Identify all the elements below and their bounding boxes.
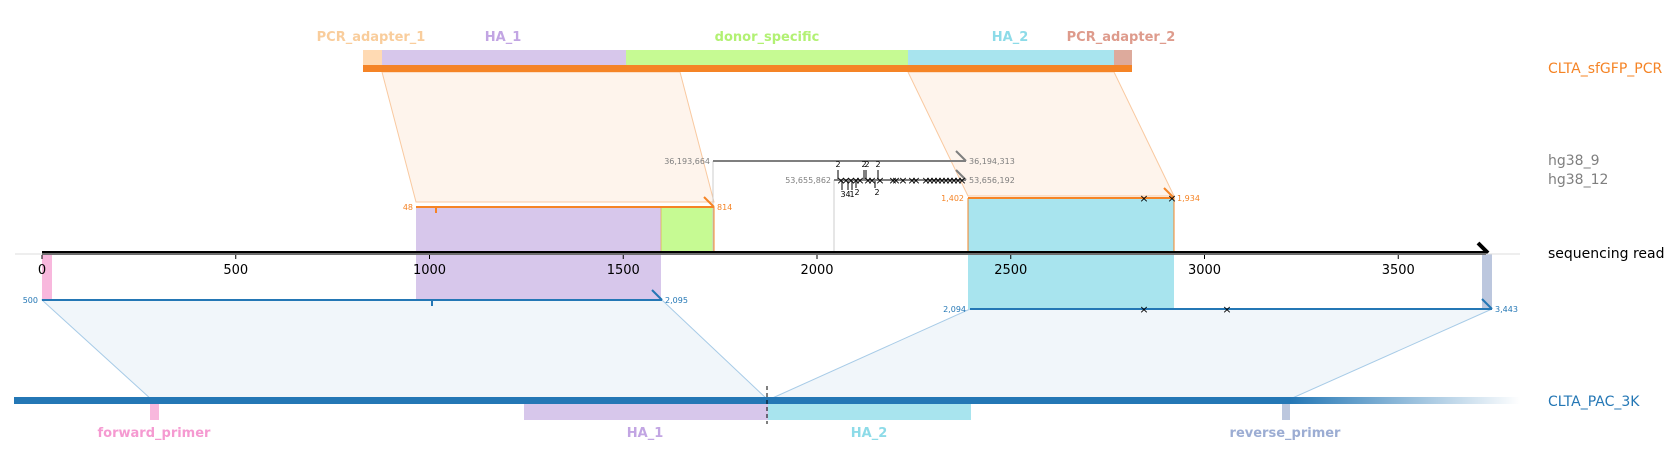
hg12-start: 53,655,862: [785, 176, 831, 185]
track-label-hg12: hg38_12: [1548, 172, 1608, 188]
track-label-read: sequencing read: [1548, 246, 1664, 262]
axis-ticks: 0 500 1000 1500 2000 2500 3000 3500: [38, 255, 1415, 278]
svg-text:×: ×: [929, 174, 938, 187]
svg-text:×: ×: [933, 174, 942, 187]
hg12-end: 53,656,192: [969, 176, 1015, 185]
svg-text:×: ×: [841, 174, 850, 187]
svg-text:×: ×: [953, 174, 962, 187]
feature-label-forward-primer: forward_primer: [98, 426, 212, 441]
insertion-count: 2: [875, 160, 880, 169]
ha1-top-block: [382, 50, 626, 66]
pac-a-start: 500: [23, 296, 38, 305]
track-label-pcr: CLTA_sfGFP_PCR: [1548, 61, 1662, 77]
svg-text:×: ×: [911, 174, 920, 187]
deletion-count: 3: [840, 190, 845, 199]
pac-alignment-b: [970, 298, 1493, 310]
axis-tick-label: 1500: [607, 263, 640, 278]
deletion-count: 2: [854, 188, 859, 197]
svg-text:×: ×: [851, 174, 860, 187]
track-label-pac: CLTA_PAC_3K: [1548, 394, 1640, 410]
pcr-a-start: 48: [403, 203, 413, 212]
pcr-a-end: 814: [717, 203, 732, 212]
axis-tick-label: 3000: [1188, 263, 1221, 278]
feature-label-donor-specific: donor_specific: [715, 30, 820, 45]
hg9-end: 36,194,313: [969, 157, 1015, 166]
svg-text:×: ×: [925, 174, 934, 187]
pac-a-end: 2,095: [665, 296, 688, 305]
pcr-track-line: [363, 65, 1132, 72]
ha2-bottom-block: [768, 404, 971, 420]
insertion-count: 2: [874, 188, 879, 197]
insertion-count: 2: [861, 160, 866, 169]
mismatch-mark: ×: [1222, 303, 1231, 316]
svg-text:×: ×: [898, 174, 907, 187]
insertion-count: 2: [835, 160, 840, 169]
track-label-hg9: hg38_9: [1548, 153, 1599, 169]
svg-text:×: ×: [863, 174, 872, 187]
svg-text:×: ×: [867, 174, 876, 187]
axis-tick-label: 2500: [994, 263, 1027, 278]
hg9-start: 36,193,664: [664, 157, 710, 166]
deletion-count: 4: [845, 190, 850, 199]
svg-text:×: ×: [855, 174, 864, 187]
forward-primer-read-mark: [42, 254, 52, 300]
svg-text:×: ×: [957, 174, 966, 187]
pac-b-end: 3,443: [1495, 305, 1518, 314]
insertion-count: 2: [864, 160, 869, 169]
pcr-adapter-2-block: [1114, 50, 1132, 66]
donor-specific-block: [626, 50, 908, 66]
feature-label-pcr-adapter-1: PCR_adapter_1: [317, 30, 426, 45]
mismatch-mark: ×: [1139, 192, 1148, 205]
svg-text:×: ×: [921, 174, 930, 187]
pac-connector-right: [767, 308, 1493, 401]
feature-label-pcr-adapter-2: PCR_adapter_2: [1067, 30, 1176, 45]
ha2-top-block: [908, 50, 1114, 66]
reverse-primer-read-mark: [1482, 254, 1492, 309]
svg-text:×: ×: [875, 174, 884, 187]
pac-alignment-a: [42, 289, 663, 306]
reverse-primer-block: [1282, 404, 1290, 420]
svg-text:×: ×: [945, 174, 954, 187]
donor-read-highlight: [661, 207, 714, 252]
pcr-features: [363, 50, 1132, 72]
pac-b-start: 2,094: [943, 305, 966, 314]
svg-text:×: ×: [846, 174, 855, 187]
deletion-count: 1: [849, 190, 854, 199]
pcr-connector-left: [381, 71, 715, 203]
svg-text:×: ×: [949, 174, 958, 187]
feature-label-reverse-primer: reverse_primer: [1230, 426, 1342, 441]
pcr-adapter-1-block: [363, 50, 382, 66]
axis-tick-label: 2000: [800, 263, 833, 278]
sequencing-read-arrowhead: [1476, 241, 1490, 255]
pac-track-line: [14, 397, 1290, 404]
pac-track-fade: [1290, 397, 1520, 404]
ha1-bottom-block: [524, 404, 768, 420]
svg-text:×: ×: [941, 174, 950, 187]
axis-tick-label: 1000: [413, 263, 446, 278]
feature-label-ha1-top: HA_1: [485, 30, 522, 45]
pac-connector-left: [40, 299, 770, 401]
svg-text:×: ×: [907, 174, 916, 187]
pcr-b-end: 1,934: [1177, 194, 1200, 203]
feature-label-ha1-bottom: HA_1: [627, 426, 664, 441]
axis-tick-label: 3500: [1382, 263, 1415, 278]
forward-primer-block: [150, 404, 159, 420]
svg-text:×: ×: [937, 174, 946, 187]
svg-text:×: ×: [888, 174, 897, 187]
svg-text:×: ×: [891, 174, 900, 187]
pcr-alignment-a: [416, 196, 715, 252]
hg9-alignment: [713, 150, 967, 162]
mismatch-mark: ×: [1139, 303, 1148, 316]
hg12-alignment: [834, 169, 967, 190]
pcr-alignment-b: [967, 187, 1175, 252]
mismatch-mark: ×: [1167, 192, 1176, 205]
axis-tick-label: 0: [38, 263, 46, 278]
feature-label-ha2-bottom: HA_2: [851, 426, 888, 441]
svg-text:×: ×: [836, 174, 845, 187]
pcr-b-start: 1,402: [941, 194, 964, 203]
axis-tick-label: 500: [223, 263, 248, 278]
hg12-mismatches: ××× ××× ×× × ×× × × ×× ××× ××× ××: [836, 174, 966, 187]
feature-label-ha2-top: HA_2: [992, 30, 1029, 45]
